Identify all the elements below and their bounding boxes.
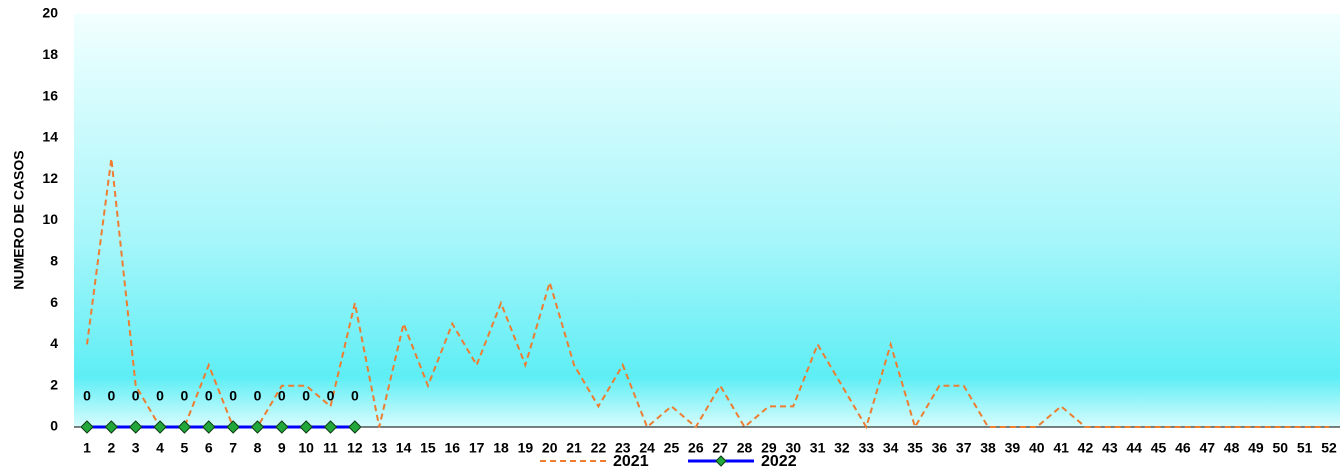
marker [299, 420, 313, 434]
x-tick-label: 45 [1151, 440, 1167, 456]
x-tick-label: 42 [1078, 440, 1094, 456]
x-tick-label: 4 [156, 440, 164, 456]
data-label: 0 [107, 388, 115, 404]
x-tick-label: 31 [810, 440, 826, 456]
marker [104, 420, 119, 434]
x-tick-label: 15 [420, 440, 436, 456]
y-tick-label: 0 [50, 418, 58, 434]
x-tick-label: 33 [859, 440, 875, 456]
x-tick-label: 48 [1224, 440, 1240, 456]
data-label: 0 [181, 388, 189, 404]
x-tick-label: 26 [688, 440, 704, 456]
marker [128, 420, 143, 434]
x-tick-label: 36 [932, 440, 948, 456]
data-label: 0 [302, 388, 310, 404]
x-tick-label: 50 [1273, 440, 1289, 456]
marker [177, 420, 192, 434]
marker [226, 420, 240, 434]
x-tick-label: 44 [1126, 440, 1142, 456]
x-tick-label: 3 [132, 440, 140, 456]
y-tick-label: 20 [42, 5, 58, 21]
data-label: 0 [278, 388, 286, 404]
x-tick-label: 52 [1321, 440, 1337, 456]
x-tick-label: 38 [980, 440, 996, 456]
x-tick-label: 30 [785, 440, 801, 456]
x-tick-label: 2 [107, 440, 115, 456]
x-tick-label: 5 [181, 440, 189, 456]
x-tick-label: 9 [278, 440, 286, 456]
x-tick-label: 18 [493, 440, 509, 456]
marker [153, 420, 167, 434]
x-tick-label: 29 [761, 440, 777, 456]
y-tick-label: 2 [50, 376, 58, 392]
y-tick-label: 4 [50, 335, 58, 351]
legend-label: 2021 [613, 453, 649, 470]
data-label: 0 [254, 388, 262, 404]
data-label: 0 [327, 388, 335, 404]
marker [348, 420, 362, 434]
x-tick-label: 49 [1248, 440, 1264, 456]
x-tick-label: 39 [1005, 440, 1021, 456]
legend-label: 2022 [761, 453, 797, 470]
y-tick-label: 10 [42, 211, 58, 227]
x-tick-label: 34 [883, 440, 899, 456]
x-tick-label: 37 [956, 440, 972, 456]
x-tick-label: 28 [737, 440, 753, 456]
x-tick-label: 20 [542, 440, 558, 456]
y-tick-label: 8 [50, 253, 58, 269]
marker [202, 420, 216, 434]
x-tick-label: 51 [1297, 440, 1313, 456]
x-tick-label: 35 [907, 440, 923, 456]
data-label: 0 [205, 388, 213, 404]
x-tick-label: 12 [347, 440, 363, 456]
x-tick-label: 19 [518, 440, 534, 456]
x-tick-label: 17 [469, 440, 485, 456]
x-tick-label: 22 [591, 440, 607, 456]
x-tick-label: 7 [229, 440, 237, 456]
data-label: 0 [156, 388, 164, 404]
x-tick-label: 10 [298, 440, 314, 456]
x-tick-label: 40 [1029, 440, 1045, 456]
data-label: 0 [132, 388, 140, 404]
x-tick-label: 41 [1053, 440, 1069, 456]
x-tick-label: 11 [323, 440, 338, 456]
x-tick-label: 8 [254, 440, 262, 456]
x-tick-label: 47 [1199, 440, 1215, 456]
x-tick-label: 16 [445, 440, 461, 456]
line-2021 [86, 158, 1329, 430]
x-tick-label: 24 [639, 440, 655, 456]
x-tick-label: 27 [712, 440, 728, 456]
x-tick-label: 46 [1175, 440, 1191, 456]
x-tick-label: 13 [371, 440, 387, 456]
y-tick-label: 14 [42, 129, 58, 145]
x-tick-label: 14 [396, 440, 412, 456]
y-tick-label: 12 [42, 170, 58, 186]
y-tick-label: 16 [42, 87, 58, 103]
legend-marker [715, 455, 727, 467]
x-tick-label: 23 [615, 440, 631, 456]
data-label: 0 [351, 388, 359, 404]
x-tick-label: 43 [1102, 440, 1118, 456]
x-tick-label: 25 [664, 440, 680, 456]
marker [275, 420, 289, 434]
data-label: 0 [229, 388, 237, 404]
x-tick-label: 32 [834, 440, 850, 456]
marker [323, 420, 338, 434]
data-label: 0 [83, 388, 91, 404]
marker [80, 420, 94, 434]
y-axis-title: NUMERO DE CASOS [11, 150, 27, 289]
x-tick-label: 6 [205, 440, 213, 456]
y-tick-label: 18 [42, 46, 58, 62]
plot-area [74, 14, 1340, 427]
x-tick-label: 1 [83, 440, 91, 456]
y-tick-label: 6 [50, 294, 58, 310]
marker [250, 420, 265, 434]
x-tick-label: 21 [566, 440, 582, 456]
